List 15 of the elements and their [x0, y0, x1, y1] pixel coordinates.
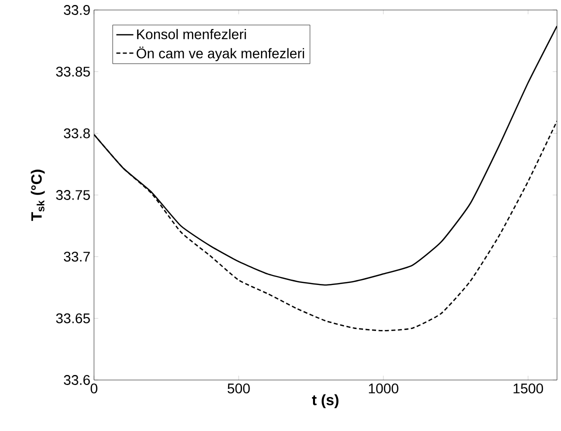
y-tick-label: 33.8: [64, 128, 90, 138]
y-tick-label: 33.75: [56, 190, 90, 200]
legend-label: Ön cam ve ayak menfezleri: [136, 46, 304, 62]
x-tick-label: 1000: [368, 384, 398, 394]
y-tick-label: 33.85: [56, 66, 90, 77]
y-tick-label: 33.6: [64, 375, 90, 385]
y-tick-label: 33.65: [56, 313, 90, 324]
y-tick-label: 33.7: [64, 252, 90, 262]
x-tick-label: 0: [90, 384, 98, 394]
x-tick-label: 500: [228, 384, 250, 394]
x-tick-label: 1500: [514, 384, 544, 394]
x-axis-title: t (s): [312, 394, 338, 408]
y-tick-label: 33.9: [64, 5, 90, 15]
legend-label: Konsol menfezleri: [137, 28, 246, 40]
text: T$_{sk}$ (°C): [30, 170, 45, 221]
